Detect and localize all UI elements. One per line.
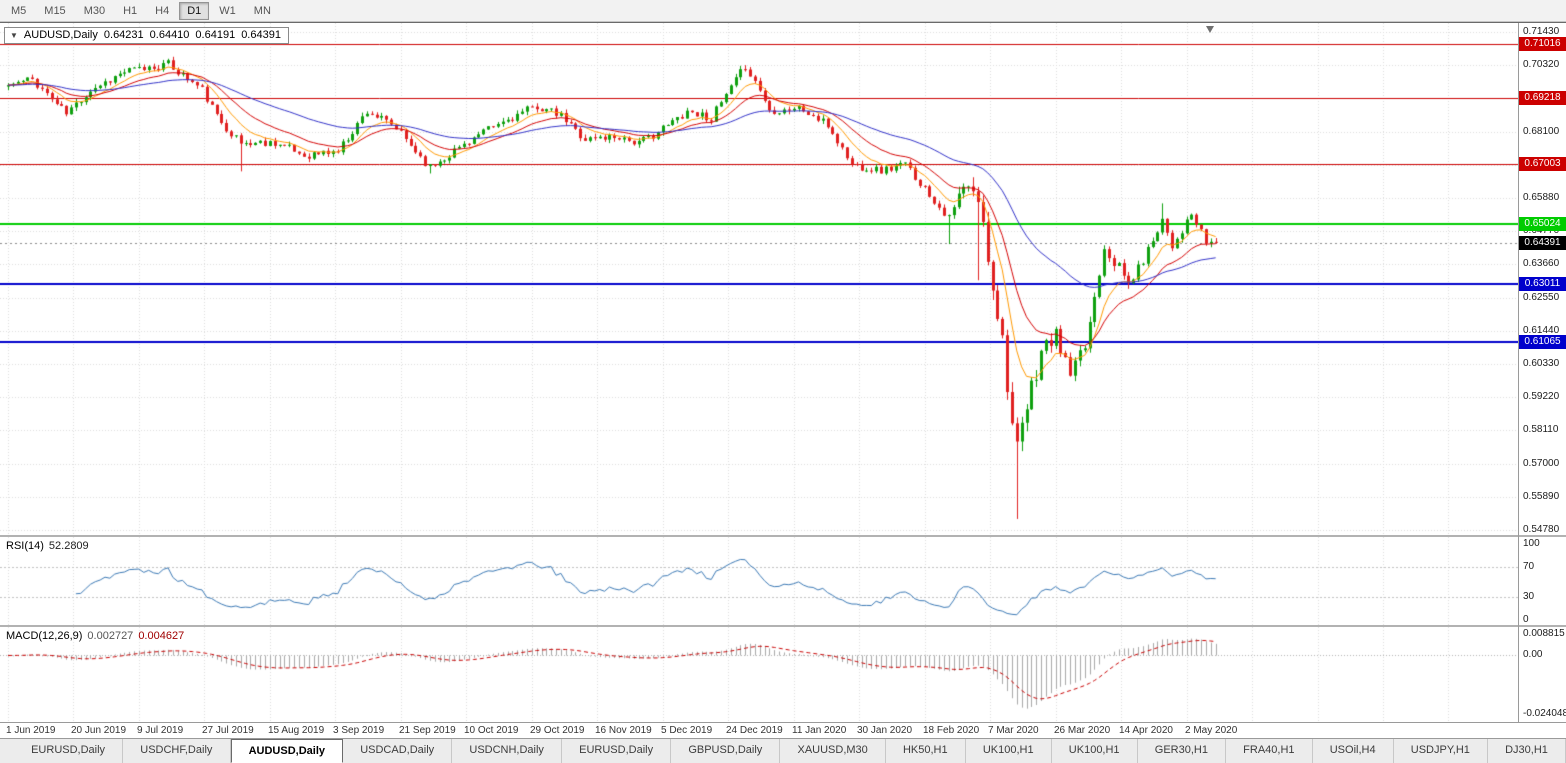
rsi-axis-label: 30 [1523, 591, 1535, 603]
time-axis-label: 14 Apr 2020 [1119, 725, 1173, 736]
current-price-badge: 0.64391 [1519, 235, 1566, 250]
tab-usdjpy-h1[interactable]: USDJPY,H1 [1394, 739, 1488, 763]
tab-ger30-h1[interactable]: GER30,H1 [1138, 739, 1227, 763]
time-axis-label: 7 Mar 2020 [988, 725, 1039, 736]
macd-canvas[interactable] [0, 627, 1518, 722]
price-chart-panel: ▼ AUDUSD,Daily 0.64231 0.64410 0.64191 0… [0, 22, 1566, 535]
price-axis-label: 0.60330 [1523, 357, 1560, 369]
rsi-canvas[interactable] [0, 537, 1518, 625]
tab-uk100-h1[interactable]: UK100,H1 [1052, 739, 1138, 763]
macd-signal-value: 0.004627 [138, 630, 185, 642]
time-axis-label: 15 Aug 2019 [268, 725, 325, 736]
tab-xauusd-m30[interactable]: XAUUSD,M30 [780, 739, 886, 763]
chart-dropdown-icon[interactable]: ▼ [10, 30, 18, 40]
tab-usdcad-daily[interactable]: USDCAD,Daily [343, 739, 453, 763]
time-axis-label: 3 Sep 2019 [333, 725, 385, 736]
timeframe-button-w1[interactable]: W1 [219, 4, 236, 17]
time-axis-label: 21 Sep 2019 [399, 725, 456, 736]
timeframe-button-mn[interactable]: MN [253, 4, 271, 17]
rsi-name: RSI(14) [6, 540, 44, 552]
timeframe-button-m30[interactable]: M30 [83, 4, 106, 17]
time-axis-label: 2 May 2020 [1185, 725, 1238, 736]
tab-usoil-h4[interactable]: USOil,H4 [1313, 739, 1394, 763]
tab-usdchf-daily[interactable]: USDCHF,Daily [123, 739, 231, 763]
price-line-badge: 0.61065 [1519, 335, 1566, 349]
price-axis-label: 0.68100 [1523, 125, 1560, 137]
timeframe-button-h1[interactable]: H1 [123, 4, 138, 17]
price-chart-canvas[interactable] [0, 23, 1518, 535]
price-axis-label: 0.64770 [1523, 225, 1560, 237]
price-axis-label: 0.63660 [1523, 258, 1560, 270]
price-line-badge: 0.65024 [1519, 216, 1566, 231]
time-axis: 1 Jun 2019 20 Jun 2019 9 Jul 2019 27 Jul 20… [0, 722, 1566, 738]
timeframe-button-m5[interactable]: M5 [11, 4, 27, 17]
tab-eurusd-daily[interactable]: EURUSD,Daily [562, 739, 672, 763]
price-axis-label: 0.62550 [1523, 291, 1560, 303]
rsi-label: RSI(14) 52.2809 [6, 540, 89, 552]
price-axis-label: 0.57000 [1523, 457, 1560, 469]
macd-axis-label: -0.0240482 [1523, 708, 1566, 719]
macd-axis-label: 0.008815 [1523, 628, 1565, 639]
tab-gbpusd-daily[interactable]: GBPUSD,Daily [671, 739, 781, 763]
tab-eurusd-daily[interactable]: EURUSD,Daily [14, 739, 124, 763]
macd-indicator-panel: MACD(12,26,9) 0.002727 0.004627 [0, 625, 1566, 722]
time-axis-label: 10 Oct 2019 [464, 725, 519, 736]
ohlc-high: 0.64410 [149, 29, 190, 41]
rsi-axis-label: 0 [1523, 614, 1529, 625]
tab-fra40-h1[interactable]: FRA40,H1 [1226, 739, 1313, 763]
chart-tab-bar: EURUSD,Daily USDCHF,Daily AUDUSD,Daily USDC… [0, 738, 1566, 763]
price-line-badge: 0.67003 [1519, 157, 1566, 172]
time-axis-label: 18 Feb 2020 [923, 725, 980, 736]
price-axis-label: 0.70320 [1523, 59, 1560, 71]
macd-name: MACD(12,26,9) [6, 630, 83, 642]
chart-title: ▼ AUDUSD,Daily 0.64231 0.64410 0.64191 0… [4, 27, 289, 44]
macd-main-value: 0.002727 [87, 630, 134, 642]
macd-label: MACD(12,26,9) 0.002727 0.004627 [6, 630, 184, 642]
timeframe-toolbar: M5 M15 M30 H1 H4 D1 W1 MN [0, 0, 1566, 22]
price-axis-label: 0.54780 [1523, 524, 1560, 535]
time-axis-label: 30 Jan 2020 [857, 725, 913, 736]
price-axis-label: 0.71430 [1523, 25, 1560, 37]
time-axis-label: 1 Jun 2019 [6, 725, 56, 736]
price-axis-label: 0.59220 [1523, 391, 1560, 403]
rsi-axis-label: 100 [1523, 538, 1540, 549]
rsi-axis-label: 70 [1523, 560, 1535, 572]
ohlc-open: 0.64231 [103, 29, 144, 41]
timeframe-button-m15[interactable]: M15 [44, 4, 66, 17]
time-axis-label: 11 Jan 2020 [792, 725, 847, 736]
tab-dj30-h1[interactable]: DJ30,H1 [1488, 739, 1566, 763]
time-axis-label: 29 Oct 2019 [530, 725, 585, 736]
tab-audusd-daily[interactable]: AUDUSD,Daily [230, 739, 344, 763]
macd-axis-label: 0.00 [1523, 649, 1543, 661]
chart-symbol-period: AUDUSD,Daily [23, 29, 98, 41]
price-axis-label: 0.58110 [1523, 424, 1559, 436]
time-axis-label: 5 Dec 2019 [661, 725, 713, 736]
rsi-indicator-panel: RSI(14) 52.2809 [0, 535, 1566, 625]
time-axis-label: 20 Jun 2019 [71, 725, 127, 736]
price-axis-label: 0.65880 [1523, 191, 1560, 203]
price-axis-label: 0.55890 [1523, 490, 1560, 502]
price-axis-divider [1518, 23, 1519, 722]
price-axis-label: 0.61440 [1523, 324, 1560, 336]
price-line-badge: 0.71016 [1519, 37, 1566, 52]
ohlc-low: 0.64191 [195, 29, 236, 41]
time-axis-label: 24 Dec 2019 [726, 725, 783, 736]
price-line-badge: 0.63011 [1519, 276, 1566, 291]
tab-usdcnh-daily[interactable]: USDCNH,Daily [452, 739, 563, 763]
ohlc-close: 0.64391 [241, 29, 281, 41]
timeframe-button-h4[interactable]: H4 [155, 4, 170, 17]
tab-hk50-h1[interactable]: HK50,H1 [886, 739, 966, 763]
time-axis-label: 16 Nov 2019 [595, 725, 652, 736]
price-line-badge: 0.69218 [1519, 91, 1566, 106]
time-axis-label: 27 Jul 2019 [202, 725, 254, 736]
time-axis-label: 26 Mar 2020 [1054, 725, 1111, 736]
tab-uk100-h1[interactable]: UK100,H1 [966, 739, 1052, 763]
time-axis-label: 9 Jul 2019 [137, 725, 184, 736]
rsi-value: 52.2809 [48, 540, 89, 552]
timeframe-button-d1[interactable]: D1 [179, 1, 210, 20]
chart-shift-marker[interactable] [1206, 26, 1214, 33]
